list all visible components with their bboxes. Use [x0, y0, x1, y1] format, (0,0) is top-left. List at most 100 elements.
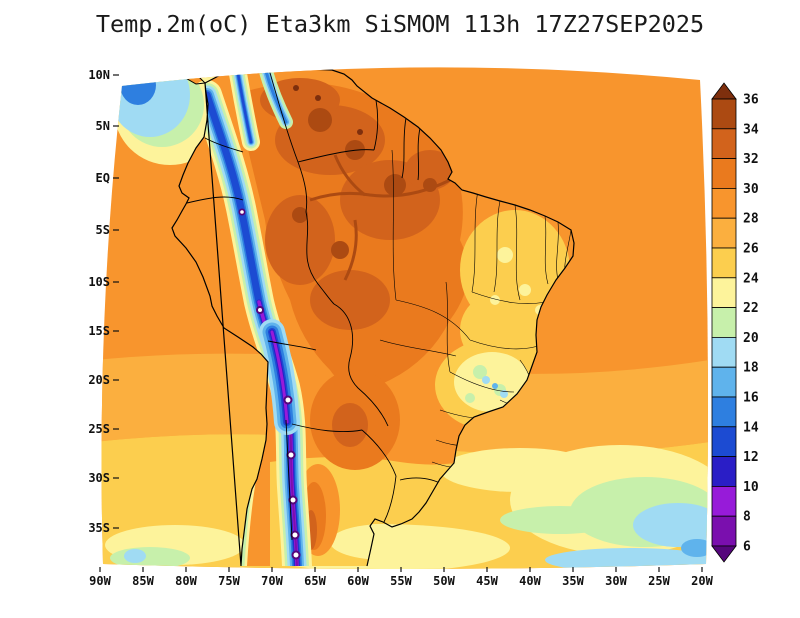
- lon-tick-label: 55W: [390, 574, 412, 588]
- colorbar-label: 34: [743, 122, 759, 137]
- lon-axis: 90W 85W 80W 75W 70W 65W 60W 55W 50W 45W 40W 35W 30W 2…: [89, 567, 714, 588]
- map-title: Temp.2m(oC) Eta3km SiSMOM 113h 17Z27SEP2…: [96, 10, 704, 38]
- se-highlands-speckle: [492, 383, 498, 389]
- hot-spot: [308, 108, 332, 132]
- temperature-field: [101, 67, 709, 570]
- lon-tick-label: 65W: [304, 574, 326, 588]
- colorbar-label: 14: [743, 420, 759, 435]
- lon-tick-label: 50W: [433, 574, 455, 588]
- lat-tick-label: 20S: [88, 373, 110, 387]
- colorbar-segment: [711, 217, 737, 249]
- lat-tick-label: 25S: [88, 422, 110, 436]
- warm-river-line: [309, 178, 451, 202]
- lon-tick-label: 20W: [691, 574, 713, 588]
- colorbar-segment: [711, 307, 737, 338]
- colorbar-top-triangle: [711, 82, 737, 100]
- colorbar-segment: [711, 247, 737, 279]
- lat-tick-label: 15S: [88, 324, 110, 338]
- colorbar-label: 16: [743, 391, 759, 406]
- colorbar-segment: [711, 456, 737, 487]
- snow-spot: [292, 532, 298, 538]
- colorbar-bottom-triangle: [711, 545, 737, 563]
- colorbar-segment: [711, 396, 737, 428]
- lon-tick-label: 45W: [476, 574, 498, 588]
- lat-tick-label: 35S: [88, 521, 110, 535]
- ne-brazil-speckle: [490, 295, 500, 305]
- colorbar-label: 12: [743, 450, 759, 465]
- colorbar-segment: [711, 366, 737, 398]
- colorbar-label: 28: [743, 212, 759, 227]
- colorbar-label: 20: [743, 331, 759, 346]
- colorbar-segment: [711, 336, 737, 368]
- snow-spot: [240, 210, 244, 214]
- se-highlands-speckle: [465, 393, 475, 403]
- colorbar-label: 22: [743, 301, 759, 316]
- colorbar-segment: [711, 98, 737, 130]
- se-highlands-speckle: [473, 365, 487, 379]
- chaco-warm: [332, 403, 368, 447]
- ocean-cool-patch: [124, 549, 146, 563]
- extreme-hot-spot: [293, 85, 299, 91]
- colorbar-label: 30: [743, 182, 759, 197]
- lon-tick-label: 35W: [562, 574, 584, 588]
- colorbar-label: 18: [743, 361, 759, 376]
- country-borders: [186, 67, 447, 541]
- coastline: [171, 67, 575, 567]
- hot-spot: [331, 241, 349, 259]
- lon-tick-label: 90W: [89, 574, 111, 588]
- colorbar-segment: [711, 277, 737, 308]
- hot-spot: [384, 174, 406, 196]
- colorbar-label: 8: [743, 510, 751, 525]
- snow-cores: [238, 208, 301, 560]
- colorbar-segment: [711, 485, 737, 517]
- colorbar-segment: [711, 187, 737, 219]
- lon-tick-label: 25W: [648, 574, 670, 588]
- hot-spot: [292, 207, 308, 223]
- colorbar-label: 6: [743, 540, 751, 555]
- colorbar-label: 26: [743, 242, 759, 257]
- ocean-cool-patch: [110, 547, 190, 569]
- snow-spot: [293, 552, 299, 558]
- nw-cold-pool: [120, 67, 156, 105]
- snow-spot: [285, 397, 291, 403]
- extreme-hot-spot: [357, 129, 363, 135]
- se-highlands-speckle: [482, 376, 490, 384]
- ne-brazil-speckle: [519, 284, 531, 296]
- andes-cold-stripe: [207, 67, 301, 566]
- hot-patch: [405, 150, 455, 190]
- snow-spot: [288, 452, 294, 458]
- ne-brazil-speckle: [497, 247, 513, 263]
- colorbar-label: 36: [743, 93, 759, 108]
- se-highlands-speckle: [500, 390, 508, 398]
- lon-tick-label: 40W: [519, 574, 541, 588]
- colorbar-segment: [711, 426, 737, 457]
- ocean-cool-patch: [633, 503, 709, 547]
- lat-tick-label: 5S: [96, 223, 110, 237]
- lon-tick-label: 75W: [218, 574, 240, 588]
- ocean-cool-patch: [681, 539, 709, 557]
- extreme-hot-spot: [315, 95, 321, 101]
- snow-spot: [258, 308, 262, 312]
- warm-river-line: [333, 154, 366, 197]
- colorbar-label: 24: [743, 271, 759, 286]
- hot-patch: [265, 195, 335, 285]
- lon-tick-label: 80W: [175, 574, 197, 588]
- colorbar-segment: [711, 158, 737, 189]
- lat-tick-label: EQ: [96, 171, 110, 185]
- colorbar: 36 34 32 30 28 26 24 22 20 18 16 14 12 10 8 6: [711, 82, 759, 563]
- colorbar-label: 32: [743, 152, 759, 167]
- hot-patch: [310, 270, 390, 330]
- lat-tick-label: 10N: [88, 68, 110, 82]
- lon-tick-label: 60W: [347, 574, 369, 588]
- colorbar-segment: [711, 515, 737, 547]
- lat-tick-label: 5N: [96, 119, 110, 133]
- lon-tick-label: 70W: [261, 574, 283, 588]
- lon-tick-label: 30W: [605, 574, 627, 588]
- colorbar-segment: [711, 128, 737, 160]
- lat-tick-label: 10S: [88, 275, 110, 289]
- nw-cold-pool: [124, 67, 140, 83]
- colorbar-label: 10: [743, 480, 759, 495]
- snow-spot: [290, 497, 296, 503]
